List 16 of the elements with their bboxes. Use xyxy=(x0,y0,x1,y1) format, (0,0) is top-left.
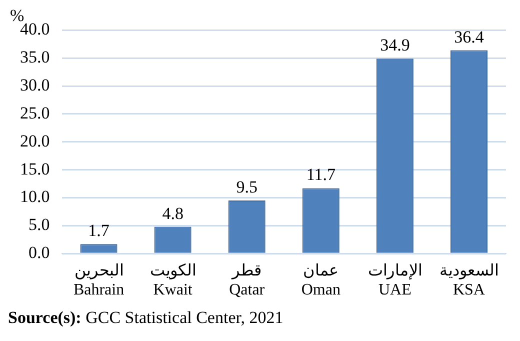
y-tick-label: 5.0 xyxy=(28,215,50,234)
y-tick-label: 15.0 xyxy=(20,159,50,178)
y-tick-label: 35.0 xyxy=(20,48,50,67)
y-tick-label: 10.0 xyxy=(20,187,50,206)
source-note: Source(s): GCC Statistical Center, 2021 xyxy=(8,308,284,328)
data-label: 36.4 xyxy=(454,27,484,46)
data-label: 9.5 xyxy=(236,178,258,197)
data-label: 1.7 xyxy=(88,221,110,240)
y-tick-label: 0.0 xyxy=(28,243,50,262)
y-tick-label: 20.0 xyxy=(20,131,50,150)
y-tick-label: 30.0 xyxy=(20,76,50,95)
data-label: 34.9 xyxy=(380,36,410,55)
y-tick-label: 25.0 xyxy=(20,103,50,122)
y-axis-title: % xyxy=(10,6,24,25)
data-label: 4.8 xyxy=(162,204,184,223)
data-label: 11.7 xyxy=(306,165,336,184)
